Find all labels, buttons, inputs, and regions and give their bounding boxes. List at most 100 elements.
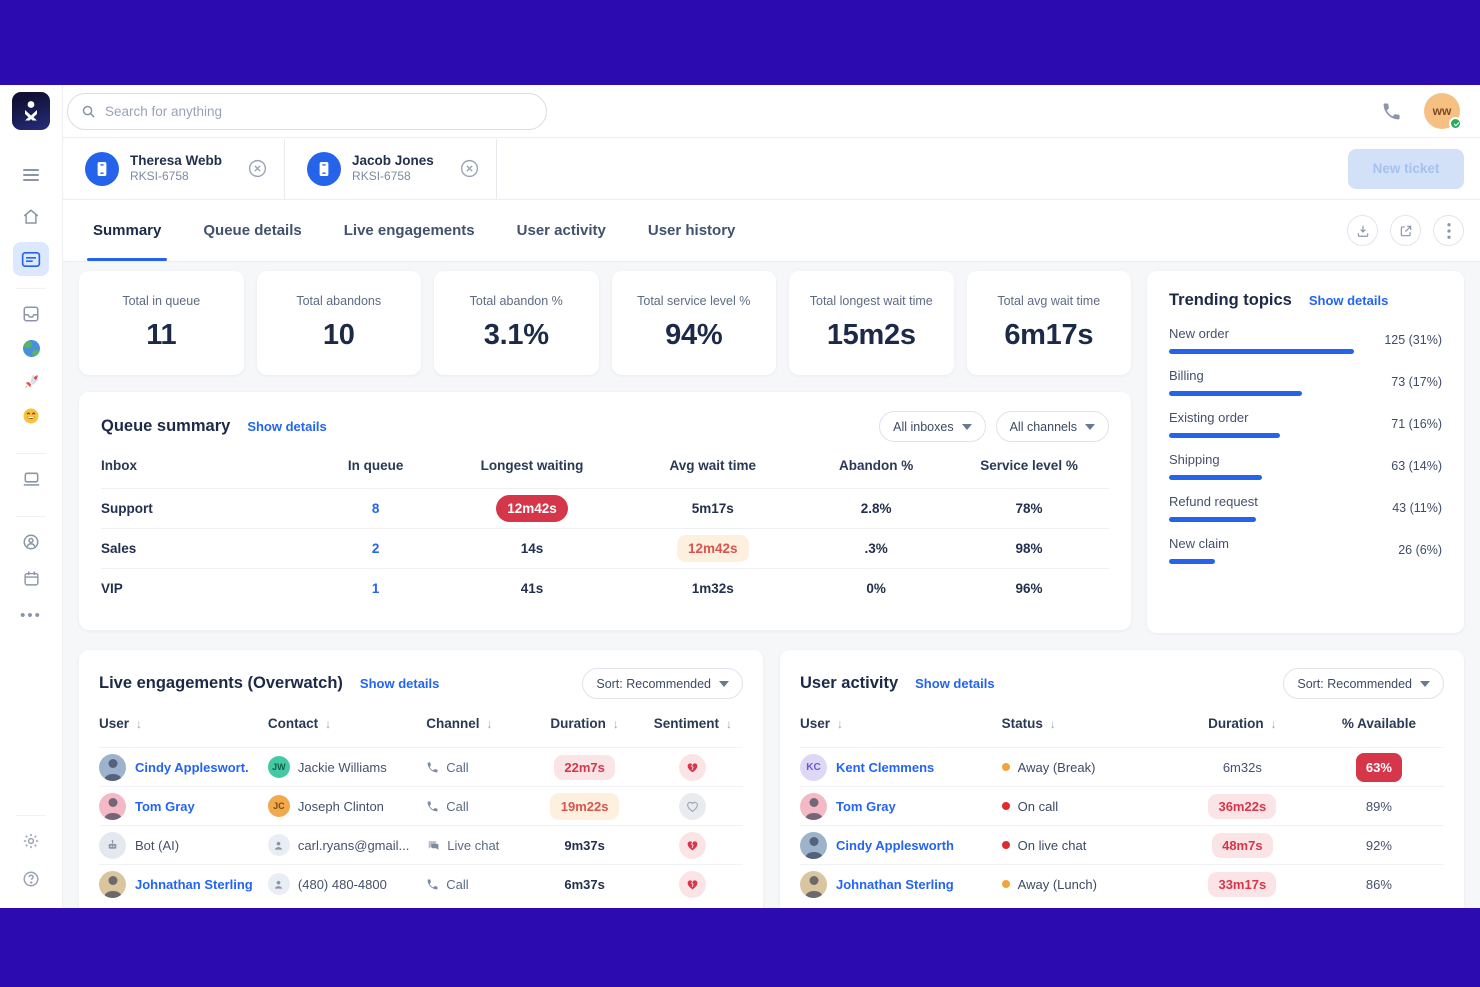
open-external-button[interactable] [1390,215,1421,246]
neutral-sentiment-icon [679,792,707,820]
negative-sentiment-icon [679,831,707,859]
ticket-reference: RKSI-6758 [352,169,411,184]
agent-name-link[interactable]: Tom Gray [836,798,896,814]
inbox-stack-icon[interactable] [13,299,49,329]
activity-show-details-link[interactable]: Show details [915,676,995,691]
duration-value: 9m37s [564,837,605,853]
close-ticket-icon[interactable] [459,158,480,179]
ticket-tab[interactable]: Theresa Webb RKSI-6758 [63,138,284,199]
call-icon [427,801,438,811]
duration-badge: 36m22s [1208,793,1277,819]
table-row[interactable]: Tom Gray On call 36m22s 89% [800,786,1444,825]
search-box[interactable] [67,92,547,130]
download-icon [1357,225,1368,237]
topic-bar [1169,517,1256,522]
avatar: JW [267,756,290,778]
agent-name: Bot (AI) [135,837,180,853]
avatar [800,831,827,859]
tab-queue-details[interactable]: Queue details [203,222,302,239]
table-row[interactable]: Johnathan Sterling (480) 480-4800 Call [99,864,743,903]
more-options-button[interactable] [1433,215,1464,246]
stat-total-service-level: Total service level % 94% [611,271,776,375]
dashboard-icon[interactable] [13,240,49,278]
table-row[interactable]: Cindy Appleswort. JW Jackie Williams Cal… [99,747,743,786]
dixa-logo[interactable] [12,92,50,130]
activity-sort-dropdown[interactable]: Sort: Recommended [1283,668,1444,699]
table-row[interactable]: KC Kent Clemmens Away (Break) 6m32s 63% [800,747,1444,786]
topic-bar [1169,391,1303,396]
trending-show-details-link[interactable]: Show details [1308,293,1389,308]
agent-name-link[interactable]: Tom Gray [135,798,195,814]
duration-value: 6m37s [564,876,605,892]
in-queue-link[interactable]: 1 [371,581,380,596]
queue-table-header: Inbox In queue Longest waiting Avg wait … [101,457,1078,473]
live-show-details-link[interactable]: Show details [359,676,440,691]
in-queue-link[interactable]: 2 [371,541,380,556]
away-status-dot [1001,763,1010,771]
calendar-icon[interactable] [13,563,49,593]
tab-user-history[interactable]: User history [647,222,736,239]
live-engagements-panel: Live engagements (Overwatch) Show detail… [79,650,763,908]
table-row[interactable]: VIP 1 41s 1m32s 0% 96% [101,568,1109,608]
agent-name-link[interactable]: Kent Clemmens [836,759,935,775]
sidebar: ••• [0,85,63,908]
live-chat-icon [428,840,439,850]
bot-icon [108,839,117,849]
table-row[interactable]: Johnathan Sterling Away (Lunch) 33m17s 8… [800,864,1444,903]
call-icon [427,762,438,772]
ticket-tab[interactable]: Jacob Jones RKSI-6758 [285,138,496,199]
home-icon[interactable] [13,202,49,232]
rocket-icon[interactable] [13,367,49,397]
help-icon[interactable] [13,864,49,894]
table-row[interactable]: Cindy Applesworth On live chat 48m7s 92% [800,825,1444,864]
table-row[interactable]: Sales 2 14s 12m42s .3% 98% [101,528,1109,568]
settings-gear-icon[interactable] [13,826,49,856]
availability-value: 86% [1365,876,1392,892]
table-row[interactable]: Support 8 12m42s 5m17s 2.8% 78% [101,488,1109,528]
laughing-emoji-icon[interactable] [13,401,49,431]
user-activity-panel: User activity Show details Sort: Recomme… [780,650,1464,908]
avatar [99,792,126,820]
trending-topic-row: New claim 26 (6%) [1169,536,1442,564]
ticket-customer-name: Jacob Jones [352,152,434,168]
live-table-header: User Contact Channel Duration Sentiment [99,699,743,747]
tab-user-activity[interactable]: User activity [516,222,606,239]
queue-summary-title: Queue summary [101,417,231,435]
avatar [99,753,126,781]
all-inboxes-dropdown[interactable]: All inboxes [879,411,986,442]
table-row[interactable]: Bot (AI) carl.ryans@gmail... Live chat [99,825,743,864]
user-activity-title: User activity [800,674,899,692]
search-input[interactable] [105,103,533,119]
ticket-reference: RKSI-6758 [130,169,189,184]
chevron-down-icon [719,680,729,687]
close-ticket-icon[interactable] [247,158,268,179]
new-ticket-button[interactable]: New ticket [1348,148,1464,189]
laptop-icon[interactable] [13,464,49,494]
menu-icon[interactable] [13,160,49,190]
tab-summary[interactable]: Summary [79,200,175,261]
tab-live-engagements[interactable]: Live engagements [343,222,475,239]
all-channels-dropdown[interactable]: All channels [995,411,1109,442]
more-icon[interactable]: ••• [20,607,42,624]
download-button[interactable] [1347,215,1378,246]
agent-name-link[interactable]: Cindy Appleswort. [135,759,249,775]
live-sort-dropdown[interactable]: Sort: Recommended [582,668,743,699]
person-icon [267,834,290,856]
call-icon [427,879,438,889]
busy-status-dot [1001,802,1010,810]
user-avatar[interactable]: ww [1424,93,1462,130]
bot-avatar [99,831,126,859]
person-icon [267,873,290,895]
globe-icon[interactable] [13,333,49,363]
table-row[interactable]: Tom Gray JC Joseph Clinton Call 19m22s [99,786,743,825]
agent-name-link[interactable]: Cindy Applesworth [836,837,954,853]
contacts-icon[interactable] [13,527,49,557]
phone-icon[interactable] [1381,101,1402,122]
section-tabs: Summary Queue details Live engagements U… [63,200,1480,262]
in-queue-link[interactable]: 8 [371,501,380,516]
agent-name-link[interactable]: Johnathan Sterling [836,876,954,892]
queue-show-details-link[interactable]: Show details [247,419,327,434]
queue-summary-panel: Queue summary Show details All inboxes A… [79,392,1131,630]
chevron-down-icon [1085,423,1095,430]
agent-name-link[interactable]: Johnathan Sterling [135,876,253,892]
